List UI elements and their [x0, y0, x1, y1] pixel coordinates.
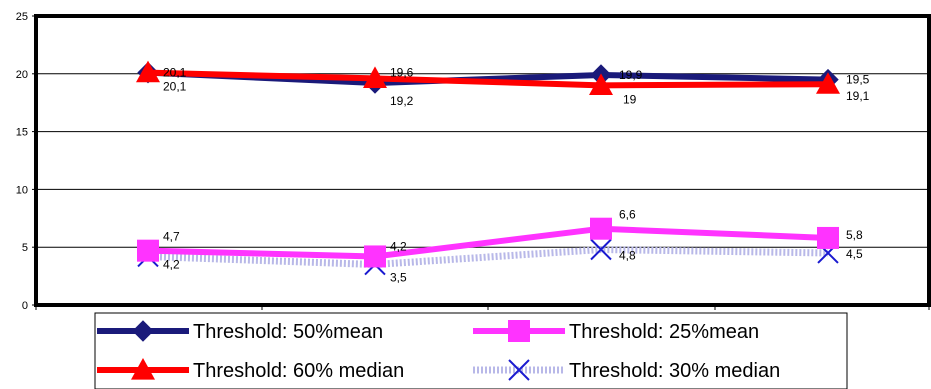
series-group: [136, 60, 840, 276]
legend-box: [94, 312, 848, 389]
legend-swatch-marker: [508, 359, 530, 381]
data-label: 19,6: [390, 65, 414, 79]
data-point: [817, 226, 839, 249]
legend-label: Threshold: 30% median: [569, 360, 780, 382]
data-label: 20,1: [163, 80, 187, 94]
data-point: [136, 60, 160, 83]
data-label: 6,6: [619, 208, 636, 222]
data-label: 19: [623, 92, 637, 106]
legend: Threshold: 50%mean Threshold: 25%mean Thre…: [94, 312, 848, 389]
legend-item: Threshold: 25%mean: [473, 320, 759, 343]
y-tick-label: 5: [22, 242, 28, 254]
data-label: 4,2: [163, 257, 180, 271]
legend-item: Threshold: 30% median: [473, 359, 780, 382]
data-label: 4,2: [390, 239, 407, 253]
data-point: [590, 217, 612, 240]
data-point: [589, 73, 613, 95]
data-point: [816, 72, 840, 94]
series-line: [147, 225, 829, 260]
data-label: 20,1: [163, 66, 187, 80]
y-tick-label: 20: [16, 69, 28, 81]
data-label: 4,8: [619, 249, 636, 263]
data-label: 4,5: [846, 247, 863, 261]
gridlines: [36, 73, 929, 248]
y-tick-label: 10: [16, 184, 28, 196]
data-point: [137, 239, 159, 262]
y-tick-label: 15: [16, 127, 28, 139]
series-line: [147, 69, 829, 89]
legend-label: Threshold: 50%mean: [193, 321, 383, 343]
legend-item: Threshold: 50%mean: [97, 320, 383, 343]
data-label: 3,5: [390, 271, 407, 285]
legend-label: Threshold: 60% median: [193, 360, 404, 382]
data-label: 4,7: [163, 230, 180, 244]
legend-label: Threshold: 25%mean: [569, 321, 759, 343]
data-label: 19,9: [619, 68, 643, 82]
y-tick-label: 0: [22, 300, 28, 312]
plot-frame: [34, 14, 931, 307]
legend-swatch-marker: [508, 320, 530, 342]
legend-swatch-marker: [131, 358, 155, 380]
legend-item: Threshold: 60% median: [97, 358, 404, 382]
data-labels: 20,1 19,2 19,9 19,5 4,7 4,2 6,6 5,8 20,1 19,6 19 19…: [163, 65, 870, 284]
data-label: 19,1: [846, 89, 870, 103]
data-label: 19,5: [846, 73, 870, 87]
y-tick-label: 25: [16, 11, 28, 23]
data-label: 5,8: [846, 228, 863, 242]
y-axis: 0 5 10 15 20 25: [16, 11, 36, 312]
data-label: 19,2: [390, 94, 414, 108]
series-line: [147, 246, 829, 269]
data-point: [363, 66, 387, 89]
legend-swatch-marker: [132, 320, 154, 342]
data-point: [590, 238, 612, 261]
data-point: [364, 245, 386, 268]
